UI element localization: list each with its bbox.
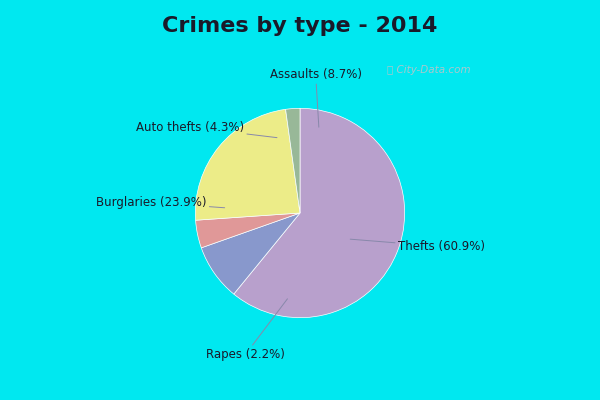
Text: Crimes by type - 2014: Crimes by type - 2014 [163,16,437,36]
Wedge shape [202,213,300,294]
Text: Burglaries (23.9%): Burglaries (23.9%) [96,196,224,209]
Text: Auto thefts (4.3%): Auto thefts (4.3%) [136,121,277,138]
Text: ⓘ City-Data.com: ⓘ City-Data.com [387,66,471,76]
Wedge shape [286,108,300,213]
Wedge shape [234,108,404,318]
Text: Thefts (60.9%): Thefts (60.9%) [350,239,485,253]
Wedge shape [196,109,300,220]
Text: Assaults (8.7%): Assaults (8.7%) [270,68,362,127]
Text: Rapes (2.2%): Rapes (2.2%) [206,299,287,361]
Wedge shape [196,213,300,248]
